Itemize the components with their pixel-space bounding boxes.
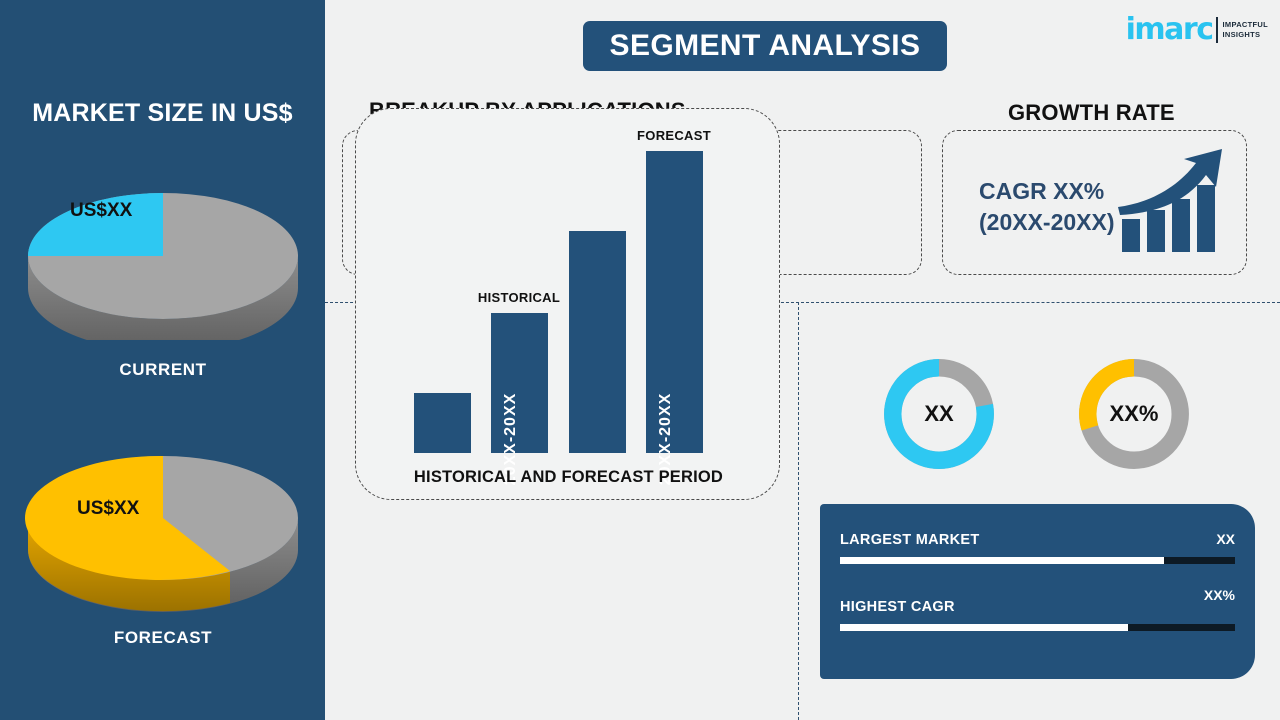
stats-panel: LARGEST MARKET XX HIGHEST CAGR XX% (820, 504, 1255, 679)
header: SEGMENT ANALYSIS imarc IMPACTFUL INSIGHT… (325, 0, 1280, 90)
bar-chart-box: 20XX-20XX HISTORICAL 20XX-20XX FORECAST … (355, 108, 780, 500)
imarc-logo: imarc IMPACTFUL INSIGHTS (1126, 10, 1268, 50)
stat-value: XX (1216, 531, 1235, 547)
bar-chart-axis-label: HISTORICAL AND FORECAST PERIOD (413, 468, 724, 486)
pie-forecast-value: US$XX (77, 498, 140, 519)
bar-1 (414, 393, 471, 453)
stat-label: LARGEST MARKET (840, 532, 980, 548)
growth-arrow-bars-icon (1118, 149, 1222, 252)
pie-forecast-svg (25, 455, 298, 612)
donut-chart-1: XX (878, 353, 1000, 475)
bar-2: 20XX-20XX (491, 313, 548, 485)
stat-row: LARGEST MARKET XX (840, 531, 1235, 554)
stat-progress-fill (840, 624, 1129, 631)
growth-section-title: GROWTH RATE (1008, 100, 1175, 125)
logo-tagline-line2: INSIGHTS (1222, 30, 1261, 39)
stat-progress-track (840, 557, 1235, 564)
growth-cagr-text: CAGR XX% (20XX-20XX) (979, 176, 1115, 238)
donut-1-value: XX (924, 401, 954, 426)
growth-cagr-line1: CAGR XX% (979, 178, 1105, 204)
donut-1-svg (884, 359, 994, 469)
market-size-sidebar: MARKET SIZE IN US$ US$XX CURRENT (0, 0, 325, 720)
pie-current-svg (28, 193, 298, 340)
pie-forecast-label: FORECAST (113, 628, 213, 647)
bar-chart: 20XX-20XX HISTORICAL 20XX-20XX FORECAST … (356, 109, 781, 501)
stat-value: XX% (1203, 587, 1235, 603)
growth-box: CAGR XX% (20XX-20XX) (942, 130, 1247, 275)
pie-current-label: CURRENT (119, 360, 207, 379)
page-title-badge: SEGMENT ANALYSIS (583, 21, 947, 71)
logo-tagline: IMPACTFUL INSIGHTS (1223, 20, 1268, 40)
logo-tagline-line1: IMPACTFUL (1222, 19, 1268, 29)
donut-chart-2: XX% (1073, 353, 1195, 475)
stat-largest-market: LARGEST MARKET XX (840, 531, 1235, 564)
stat-progress-track (840, 624, 1235, 631)
stat-progress-fill (840, 557, 1164, 564)
bar-caption-forecast: FORECAST (637, 128, 711, 143)
vertical-divider (798, 302, 799, 720)
logo-wordmark: imarc (1125, 12, 1214, 47)
stat-highest-cagr: HIGHEST CAGR XX% (840, 587, 1235, 631)
logo-divider (1215, 17, 1218, 43)
pie-chart-forecast: US$XX FORECAST (22, 433, 304, 647)
main-content: BREAKUP BY APPLICATIONS •Medical •Cosmet… (325, 90, 1280, 720)
pie-current-value: US$XX (70, 200, 133, 221)
growth-cagr-line2: (20XX-20XX) (979, 209, 1115, 235)
page-title: SEGMENT ANALYSIS (609, 29, 921, 62)
pie-chart-current: US$XX CURRENT (22, 160, 304, 379)
bar-4: 20XX-20XX (646, 151, 703, 485)
donut-2-value: XX% (1109, 401, 1159, 426)
horizontal-divider (325, 302, 1280, 303)
sidebar-title: MARKET SIZE IN US$ (32, 99, 293, 127)
stat-label: HIGHEST CAGR (840, 599, 955, 615)
donut-2-svg (1079, 359, 1189, 469)
stat-row: HIGHEST CAGR XX% (840, 587, 1235, 621)
bar-3 (569, 231, 626, 453)
bar-caption-historical: HISTORICAL (477, 290, 561, 305)
